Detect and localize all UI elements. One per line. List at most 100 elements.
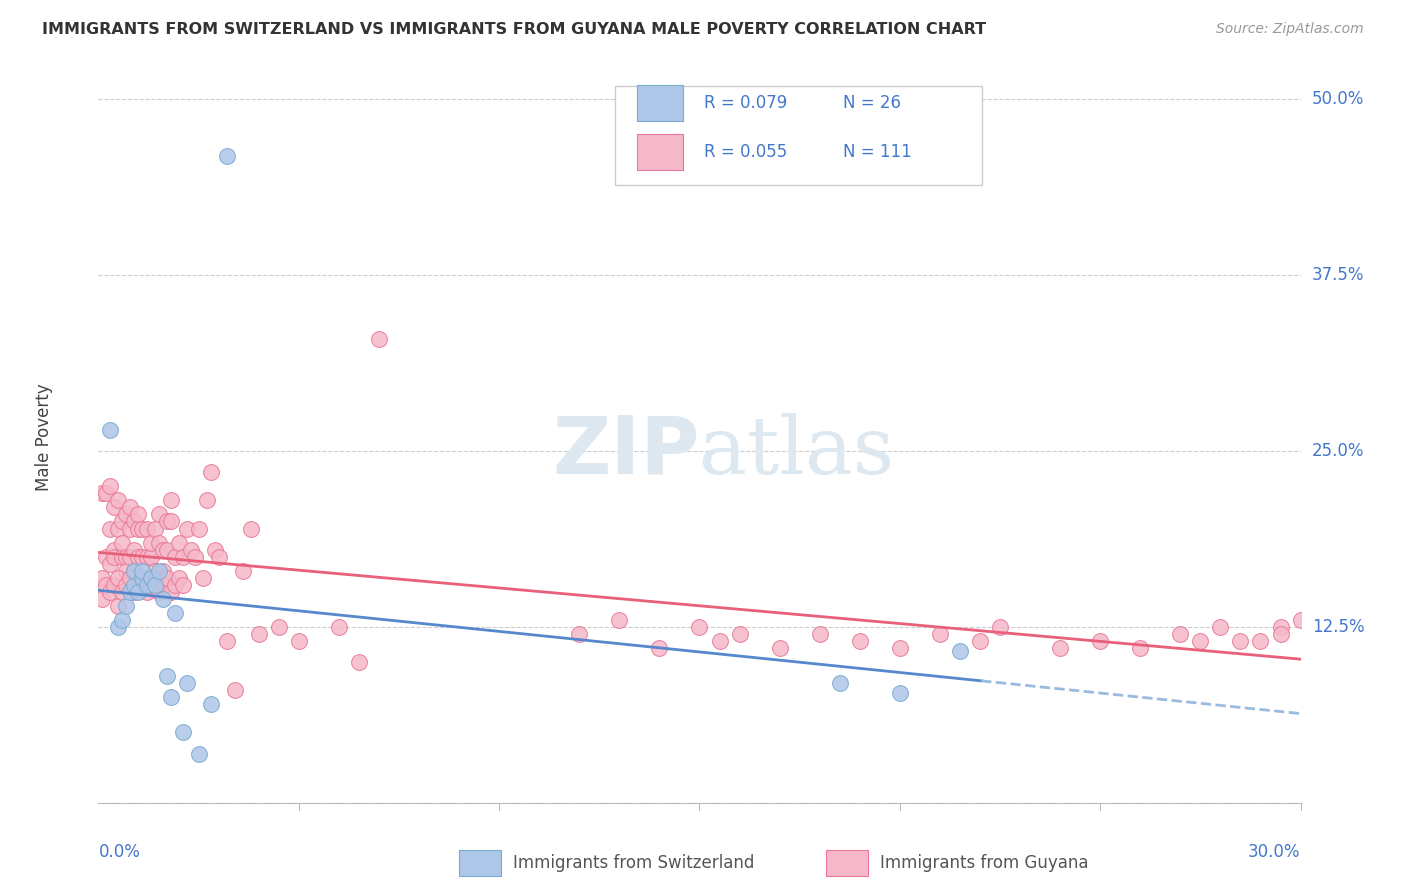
Point — [124, 515, 146, 529]
Text: N = 111: N = 111 — [842, 143, 911, 161]
Point — [131, 549, 153, 564]
Point — [172, 549, 194, 564]
Point — [131, 521, 153, 535]
Point — [152, 542, 174, 557]
Point — [143, 521, 166, 535]
Point — [131, 571, 153, 585]
Point — [115, 578, 138, 592]
Point — [120, 549, 142, 564]
Text: R = 0.079: R = 0.079 — [704, 94, 787, 112]
Point — [568, 627, 591, 641]
Point — [120, 584, 142, 599]
Point — [1289, 613, 1312, 627]
Bar — [637, 85, 683, 121]
Text: 37.5%: 37.5% — [1312, 267, 1364, 285]
Point — [100, 557, 122, 571]
Point — [135, 578, 157, 592]
Text: 50.0%: 50.0% — [1312, 90, 1364, 109]
Point — [115, 508, 138, 522]
Point — [139, 578, 162, 592]
Text: 25.0%: 25.0% — [1312, 442, 1364, 460]
Point — [1209, 620, 1232, 634]
Point — [128, 508, 150, 522]
Point — [155, 571, 177, 585]
Point — [224, 683, 246, 698]
Point — [100, 479, 122, 493]
Point — [115, 599, 138, 613]
Point — [115, 549, 138, 564]
Point — [167, 535, 190, 549]
Point — [143, 578, 166, 592]
Point — [1229, 634, 1251, 648]
Point — [176, 521, 198, 535]
Point — [368, 332, 391, 346]
Point — [239, 521, 262, 535]
Point — [96, 549, 118, 564]
Point — [120, 521, 142, 535]
Point — [111, 549, 134, 564]
Point — [107, 493, 129, 508]
Point — [124, 578, 146, 592]
Point — [208, 549, 231, 564]
Point — [949, 644, 972, 658]
Point — [103, 549, 125, 564]
Point — [148, 564, 170, 578]
Point — [969, 634, 991, 648]
Point — [172, 725, 194, 739]
Point — [107, 620, 129, 634]
Point — [143, 564, 166, 578]
Point — [155, 542, 177, 557]
Point — [103, 578, 125, 592]
Point — [159, 493, 181, 508]
Point — [148, 508, 170, 522]
Point — [139, 549, 162, 564]
Point — [152, 591, 174, 606]
Point — [159, 690, 181, 705]
Point — [124, 564, 146, 578]
Point — [135, 549, 157, 564]
Point — [288, 634, 311, 648]
Point — [155, 669, 177, 683]
Point — [328, 620, 350, 634]
Text: R = 0.055: R = 0.055 — [704, 143, 787, 161]
Point — [163, 578, 186, 592]
Text: atlas: atlas — [699, 413, 894, 491]
Point — [609, 613, 631, 627]
Point — [180, 542, 202, 557]
Point — [100, 584, 122, 599]
Text: Male Poverty: Male Poverty — [35, 384, 53, 491]
Point — [107, 599, 129, 613]
Text: Immigrants from Switzerland: Immigrants from Switzerland — [513, 854, 755, 871]
Point — [124, 542, 146, 557]
Point — [111, 515, 134, 529]
Point — [1189, 634, 1212, 648]
Point — [111, 613, 134, 627]
Point — [128, 521, 150, 535]
Bar — [825, 850, 868, 876]
Point — [96, 578, 118, 592]
Point — [187, 521, 209, 535]
Point — [688, 620, 710, 634]
Point — [709, 634, 731, 648]
Point — [111, 535, 134, 549]
Point — [128, 549, 150, 564]
Point — [200, 465, 222, 479]
Point — [128, 578, 150, 592]
Point — [131, 571, 153, 585]
Text: 0.0%: 0.0% — [98, 843, 141, 861]
Text: 30.0%: 30.0% — [1249, 843, 1301, 861]
Point — [172, 578, 194, 592]
Point — [728, 627, 751, 641]
Point — [152, 564, 174, 578]
Point — [232, 564, 254, 578]
Text: Immigrants from Guyana: Immigrants from Guyana — [880, 854, 1088, 871]
Point — [1170, 627, 1192, 641]
Point — [135, 584, 157, 599]
Point — [200, 698, 222, 712]
Point — [107, 521, 129, 535]
Point — [139, 535, 162, 549]
Point — [247, 627, 270, 641]
Point — [828, 676, 851, 690]
Text: N = 26: N = 26 — [842, 94, 900, 112]
FancyBboxPatch shape — [616, 86, 981, 185]
